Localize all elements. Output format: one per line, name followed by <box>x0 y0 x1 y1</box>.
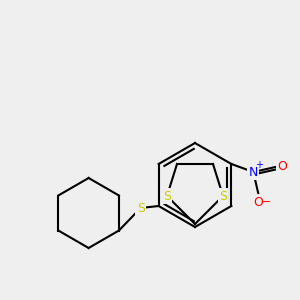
Text: S: S <box>163 190 171 202</box>
Text: O: O <box>254 196 263 208</box>
Text: S: S <box>136 202 145 214</box>
Text: +: + <box>255 160 263 170</box>
Text: S: S <box>219 190 227 202</box>
Text: −: − <box>262 197 271 207</box>
Text: O: O <box>278 160 287 173</box>
Text: N: N <box>249 166 258 178</box>
